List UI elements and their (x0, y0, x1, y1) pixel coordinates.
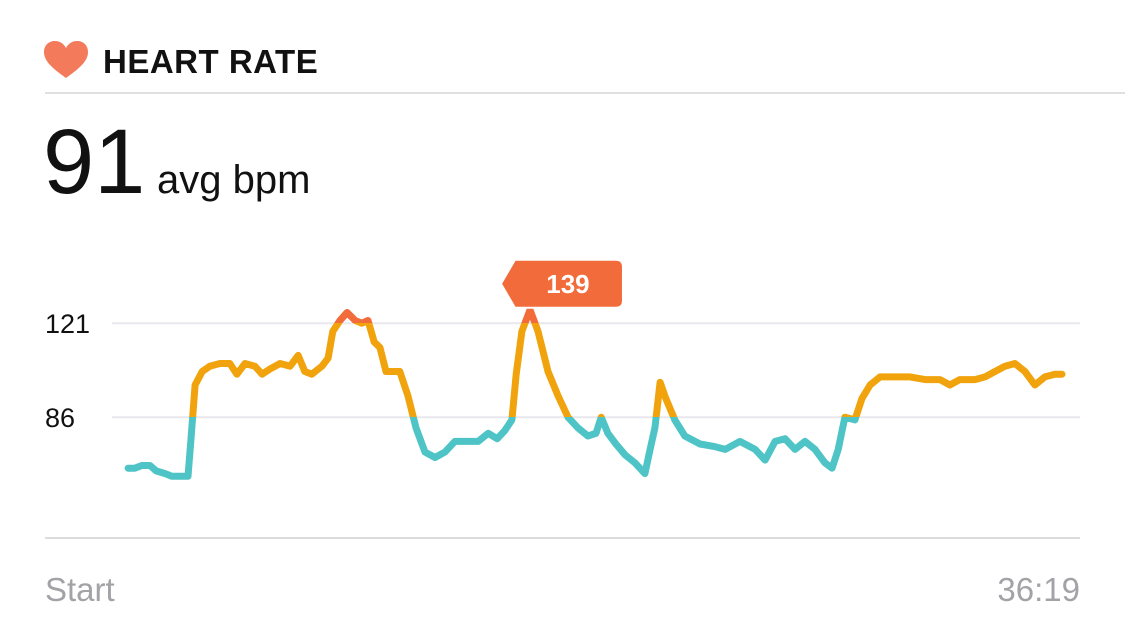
y-tick-label: 121 (45, 309, 90, 339)
average-value: 91 (43, 111, 145, 213)
heart-icon (44, 41, 88, 78)
x-tick-label: Start (45, 571, 115, 608)
max-label: 139 (546, 269, 589, 299)
x-tick-label: 36:19 (997, 571, 1080, 608)
max-tag: 139 (499, 258, 624, 309)
heart-rate-line (124, 306, 1066, 480)
y-tick-label: 86 (45, 403, 75, 433)
average-unit: avg bpm (157, 158, 310, 202)
card-title: HEART RATE (103, 43, 318, 80)
max-tag-shape (499, 258, 624, 309)
